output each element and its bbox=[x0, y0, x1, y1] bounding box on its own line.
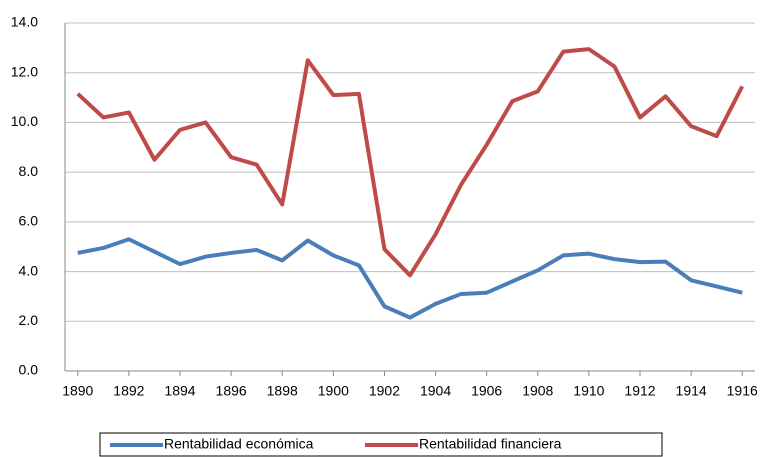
x-tick-label: 1912 bbox=[624, 383, 655, 399]
x-tick-label: 1910 bbox=[573, 383, 604, 399]
y-tick-label: 14.0 bbox=[11, 14, 38, 30]
legend-label: Rentabilidad financiera bbox=[419, 436, 562, 452]
y-tick-label: 10.0 bbox=[11, 113, 38, 129]
x-tick-label: 1904 bbox=[420, 383, 451, 399]
x-tick-label: 1890 bbox=[62, 383, 93, 399]
x-tick-label: 1916 bbox=[727, 383, 758, 399]
y-tick-label: 12.0 bbox=[11, 63, 38, 79]
series-line bbox=[76, 47, 745, 278]
y-tick-label: 6.0 bbox=[19, 213, 39, 229]
legend: Rentabilidad económica Rentabilidad finan… bbox=[99, 432, 663, 457]
x-tick-label: 1900 bbox=[318, 383, 349, 399]
x-tick-label: 1898 bbox=[267, 383, 298, 399]
y-tick-label: 0.0 bbox=[19, 362, 39, 378]
x-tick-label: 1896 bbox=[216, 383, 247, 399]
legend-label: Rentabilidad económica bbox=[164, 436, 314, 452]
y-tick-label: 8.0 bbox=[19, 163, 39, 179]
y-tick-label: 4.0 bbox=[19, 262, 39, 278]
x-tick-label: 1908 bbox=[522, 383, 553, 399]
y-tick-label: 2.0 bbox=[19, 312, 39, 328]
x-tick-label: 1906 bbox=[471, 383, 502, 399]
x-tick-label: 1902 bbox=[369, 383, 400, 399]
x-tick-label: 1894 bbox=[164, 383, 195, 399]
x-tick-label: 1914 bbox=[676, 383, 707, 399]
x-tick-label: 1892 bbox=[113, 383, 144, 399]
series-line bbox=[77, 237, 743, 320]
